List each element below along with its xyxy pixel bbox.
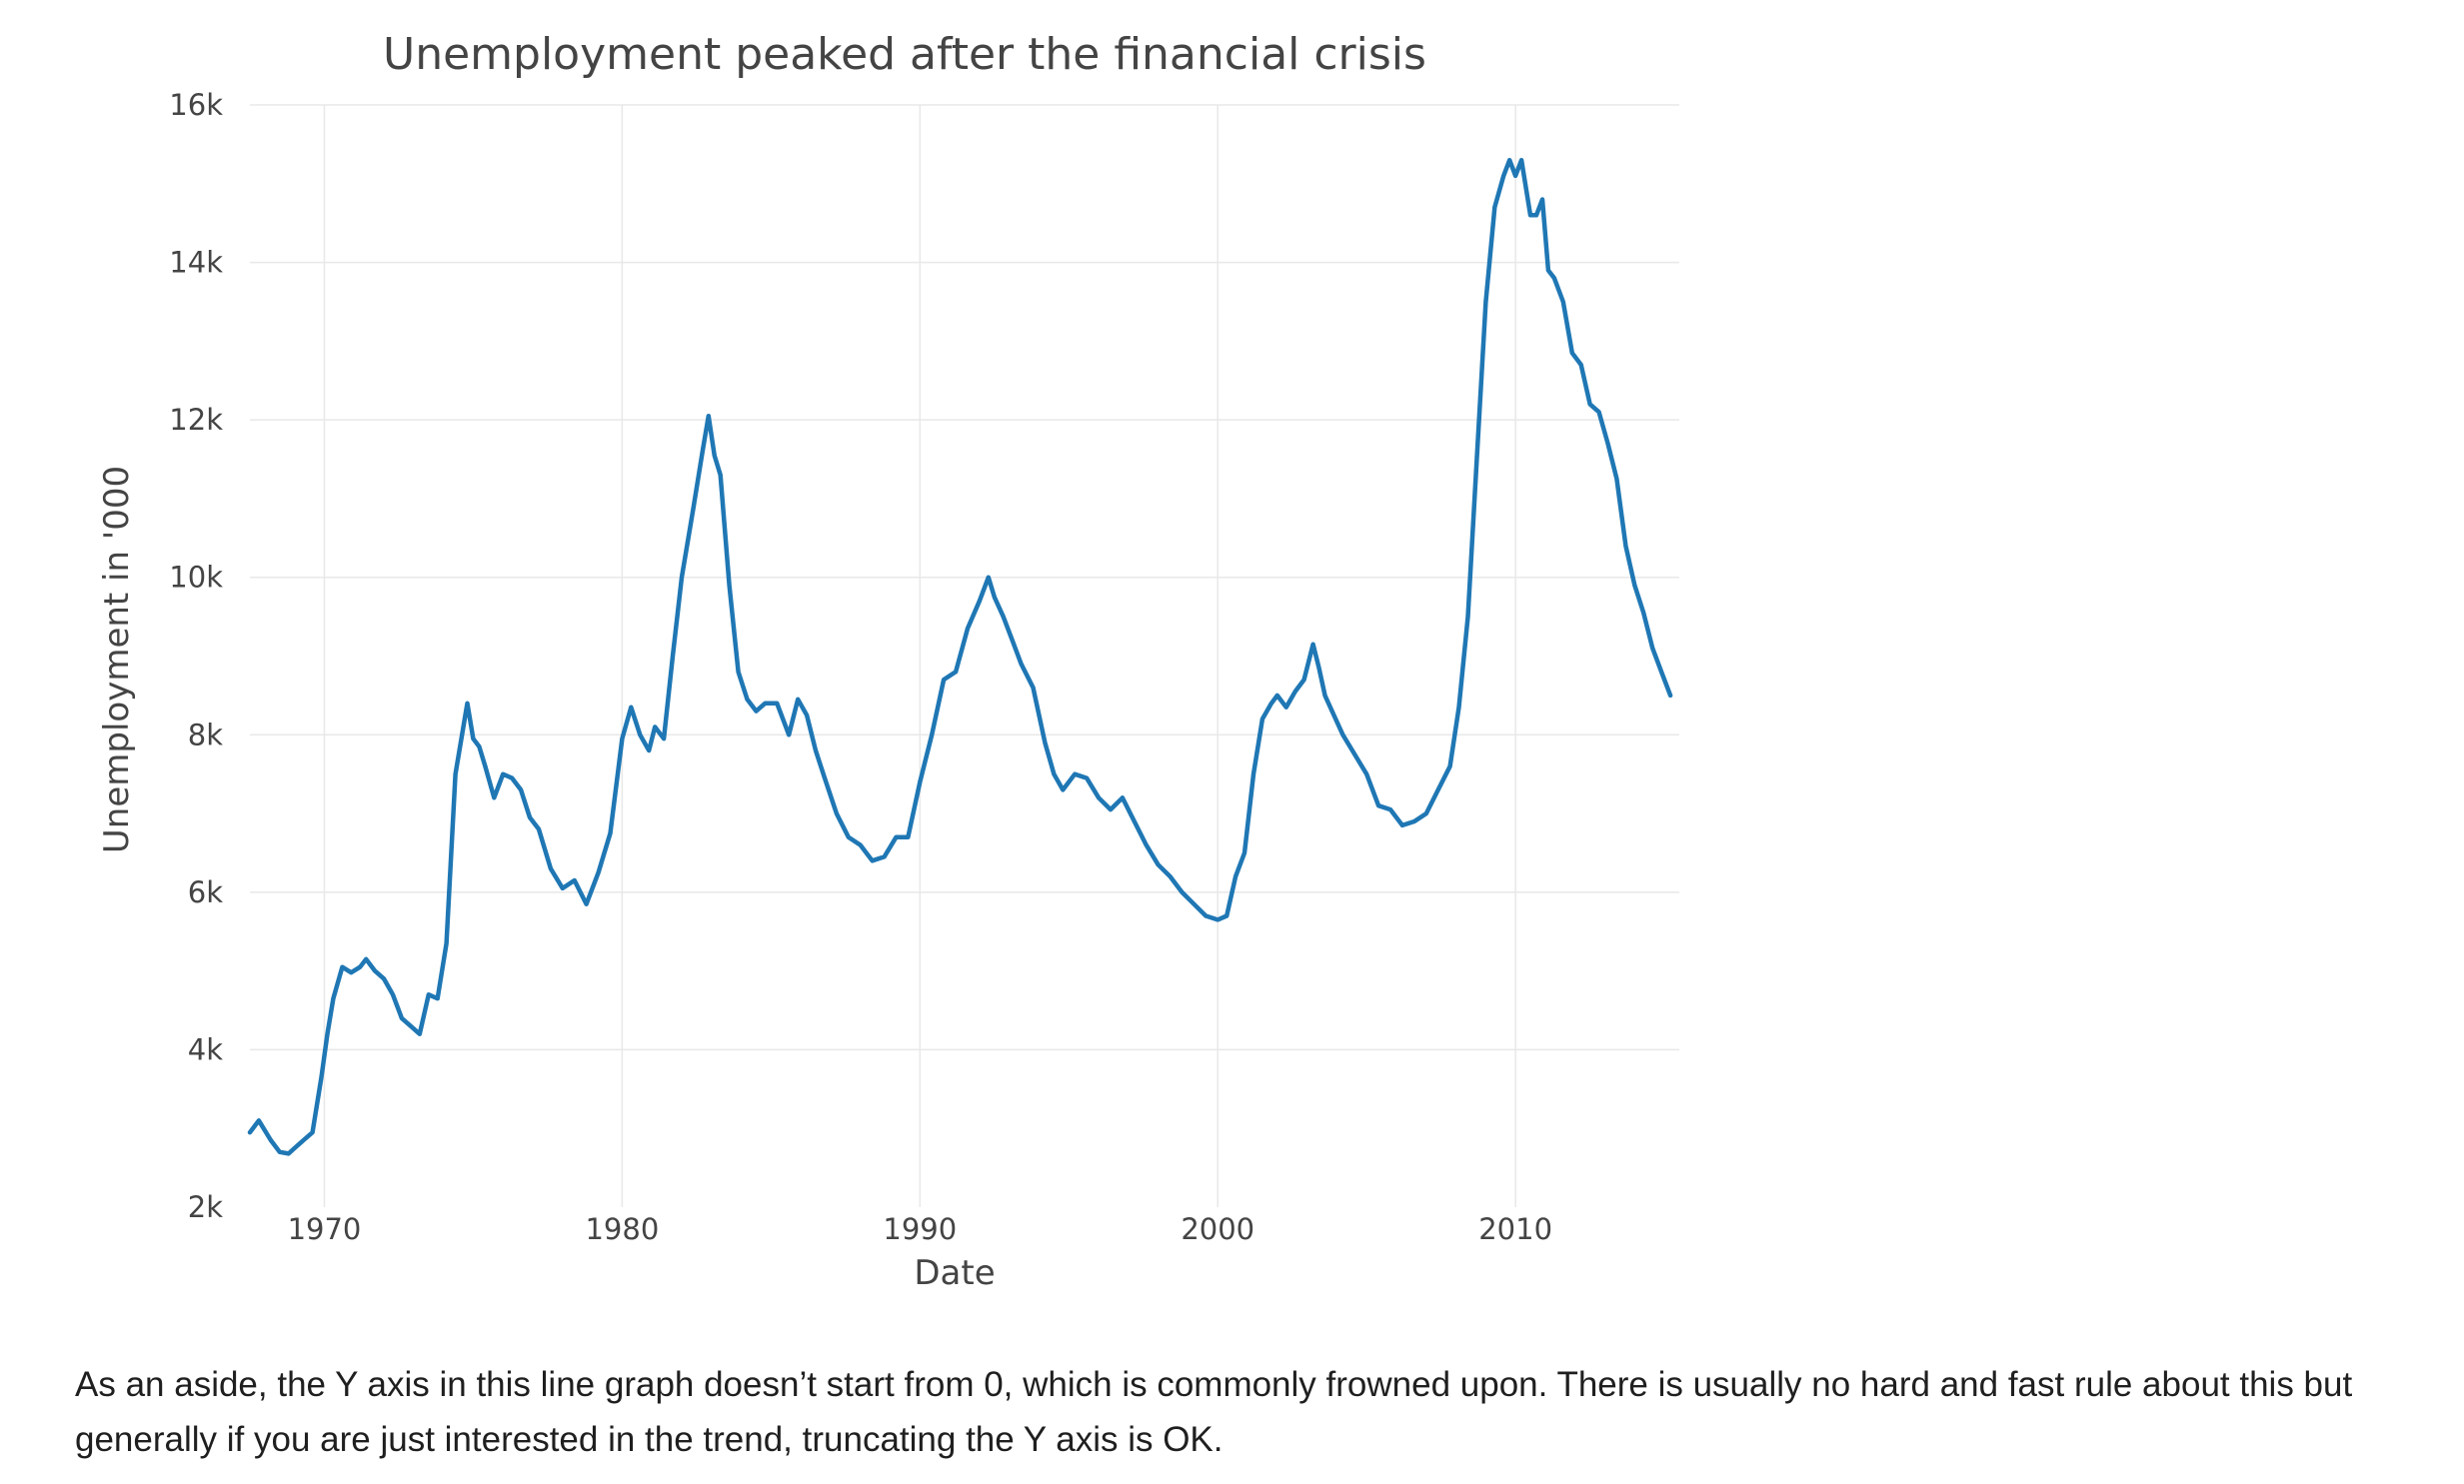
y-axis-title: Unemployment in '000 (97, 466, 137, 853)
chart: 2k 4k 6k 8k 10k 12k 14k 16k 1970 1980 1990 2000 201… (97, 29, 1679, 1293)
x-tick-label: 2010 (1478, 1212, 1552, 1246)
y-tick-label: 4k (188, 1032, 223, 1066)
aside-paragraph: As an aside, the Y axis in this line gra… (75, 1365, 2353, 1459)
y-tick-label: 10k (169, 561, 223, 595)
grid (250, 104, 1679, 1207)
y-axis-ticks: 2k 4k 6k 8k 10k 12k 14k 16k (169, 88, 223, 1224)
x-tick-label: 1970 (288, 1212, 362, 1246)
y-tick-label: 16k (169, 88, 223, 122)
x-tick-label: 1980 (585, 1212, 659, 1246)
x-axis-ticks: 1970 1980 1990 2000 2010 (288, 1212, 1552, 1246)
chart-title: Unemployment peaked after the financial … (383, 29, 1426, 80)
x-tick-label: 1990 (883, 1212, 957, 1246)
y-tick-label: 6k (188, 875, 223, 909)
unemployment-line (247, 157, 1673, 1156)
y-tick-label: 8k (188, 718, 223, 751)
y-tick-label: 14k (169, 246, 223, 280)
y-tick-label: 2k (188, 1190, 223, 1224)
y-tick-label: 12k (169, 403, 223, 437)
series-layer (247, 157, 1673, 1156)
x-tick-label: 2000 (1181, 1212, 1254, 1246)
line-chart-svg: 2k 4k 6k 8k 10k 12k 14k 16k 1970 1980 1990 2000 201… (97, 29, 1679, 1293)
x-axis-title: Date (914, 1253, 995, 1293)
